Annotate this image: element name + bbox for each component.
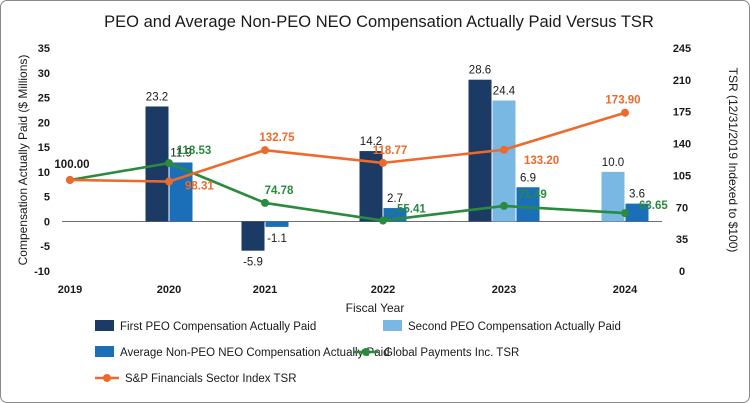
bar	[359, 151, 383, 222]
line-point	[621, 108, 629, 117]
line-data-label: 55.41	[397, 204, 426, 216]
legend-marker	[103, 374, 111, 382]
global-payments-tsr-line	[69, 161, 626, 222]
y2-tick-label: 35	[676, 234, 688, 246]
line-point	[165, 159, 173, 168]
line-data-label: 132.75	[259, 132, 295, 144]
legend-swatch	[95, 346, 114, 357]
y-tick-label: 25	[38, 93, 50, 105]
label-leader-line	[384, 209, 397, 220]
legend-label: First PEO Compensation Actually Paid	[120, 321, 316, 333]
bar	[169, 162, 193, 222]
bar-data-label: 10.0	[602, 157, 624, 169]
y2-axis-label: TSR (12/31/2019 Indexed to $100)	[726, 68, 740, 253]
y2-tick-label: 210	[673, 75, 691, 87]
legend: First PEO Compensation Actually Paid Seco…	[95, 320, 621, 385]
line-data-label: 98.31	[185, 181, 214, 193]
line-point	[261, 198, 269, 207]
bar	[625, 203, 649, 222]
bar-data-label: 14.2	[360, 136, 382, 148]
line-data-label: 71.49	[518, 189, 547, 201]
bar	[468, 79, 492, 222]
y-tick-label: 15	[38, 142, 50, 154]
y2-tick-label: 105	[673, 170, 691, 182]
y-tick-label: 0	[44, 216, 50, 228]
legend-label: S&P Financials Sector Index TSR	[125, 373, 297, 385]
line-data-label: 74.78	[265, 185, 294, 197]
x-tick-label: 2022	[371, 284, 395, 296]
bar	[265, 221, 289, 227]
x-axis-label: Fiscal Year	[346, 301, 405, 315]
legend-label: Average Non-PEO NEO Compensation Actuall…	[120, 347, 390, 359]
line-point	[261, 146, 269, 155]
y-tick-label: 5	[44, 192, 50, 204]
line-point	[500, 201, 508, 210]
bar-data-label: -5.9	[243, 257, 263, 269]
sp-financials-tsr-line	[69, 111, 626, 183]
line-point	[165, 177, 173, 186]
bar-data-label: -1.1	[267, 233, 287, 245]
x-tick-label: 2020	[157, 284, 181, 296]
x-tick-label: 2023	[492, 284, 516, 296]
y2-tick-label: 0	[679, 266, 685, 278]
bar	[516, 187, 540, 222]
bar-data-label: 11.9	[170, 147, 192, 159]
line-data-label: 100.00	[54, 159, 89, 171]
y-tick-label: 35	[38, 43, 50, 55]
x-tick-label: 2021	[253, 284, 277, 296]
legend-swatch	[383, 320, 402, 331]
line-point	[379, 158, 387, 167]
y-tick-label: 10	[38, 167, 50, 179]
y-tick-label: 20	[38, 117, 50, 129]
bar-data-label: 24.4	[493, 86, 516, 98]
line-data-label: 118.53	[177, 145, 212, 157]
line-point	[66, 175, 74, 184]
bar-data-label: 6.9	[520, 172, 536, 184]
bar-data-label: 23.2	[146, 91, 168, 103]
y-tick-label: -5	[40, 241, 50, 253]
y2-tick-label: 140	[673, 139, 691, 151]
legend-label: Second PEO Compensation Actually Paid	[408, 321, 621, 333]
y-tick-label: 30	[38, 68, 50, 80]
bar-data-label: 2.7	[387, 193, 403, 205]
line-point	[621, 209, 629, 218]
line-point	[379, 216, 387, 225]
line-data-label: 118.77	[373, 145, 408, 157]
y-axis-label: Compensation Actually Paid ($ Millions)	[16, 55, 30, 266]
bar-data-label: 3.6	[629, 189, 645, 201]
chart-title: PEO and Average Non-PEO NEO Compensation…	[104, 13, 654, 31]
bar	[492, 100, 516, 222]
line-data-label: 133.20	[524, 155, 559, 167]
legend-marker	[362, 348, 370, 356]
line-data-label: 63.65	[639, 200, 668, 212]
x-tick-label: 2024	[613, 284, 638, 296]
y-tick-label: -10	[34, 266, 50, 278]
x-tick-label: 2019	[58, 284, 82, 296]
bar-data-label: 28.6	[469, 65, 491, 77]
y2-tick-label: 175	[673, 107, 691, 119]
bar	[601, 171, 625, 222]
legend-swatch	[95, 320, 114, 331]
line-data-label: 173.90	[605, 95, 640, 107]
y2-tick-label: 245	[673, 43, 691, 55]
line-point	[500, 145, 508, 154]
y2-tick-label: 70	[676, 202, 688, 214]
legend-label: Global Payments Inc. TSR	[384, 347, 519, 359]
bar	[241, 221, 265, 251]
